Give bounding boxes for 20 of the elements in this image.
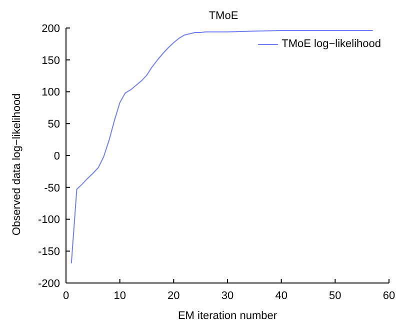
x-tick-label: 0 — [62, 290, 70, 302]
x-tick-label: 50 — [329, 290, 342, 302]
x-tick-label: 60 — [382, 290, 396, 302]
y-tick-label: 150 — [42, 54, 60, 67]
y-tick-label: 0 — [54, 150, 60, 162]
y-tick-label: -100 — [38, 214, 60, 226]
y-tick-label: 100 — [42, 86, 60, 99]
y-tick-label: -50 — [44, 182, 60, 194]
chart-title: TMoE — [208, 10, 240, 22]
x-tick-label: 20 — [168, 290, 180, 302]
y-tick-label: 200 — [42, 22, 60, 35]
y-axis-title: Observed data log−likelihood — [10, 93, 23, 236]
x-tick-label: 10 — [114, 290, 126, 302]
x-tick-label: 30 — [221, 290, 234, 302]
legend-label: TMoE log−likelihood — [282, 38, 381, 50]
y-tick-label: -150 — [38, 246, 60, 258]
y-tick-label: 50 — [48, 118, 60, 131]
x-axis-title: EM iteration number — [178, 310, 278, 322]
y-tick-label: -200 — [38, 278, 60, 290]
x-tick-label: 40 — [275, 290, 288, 302]
